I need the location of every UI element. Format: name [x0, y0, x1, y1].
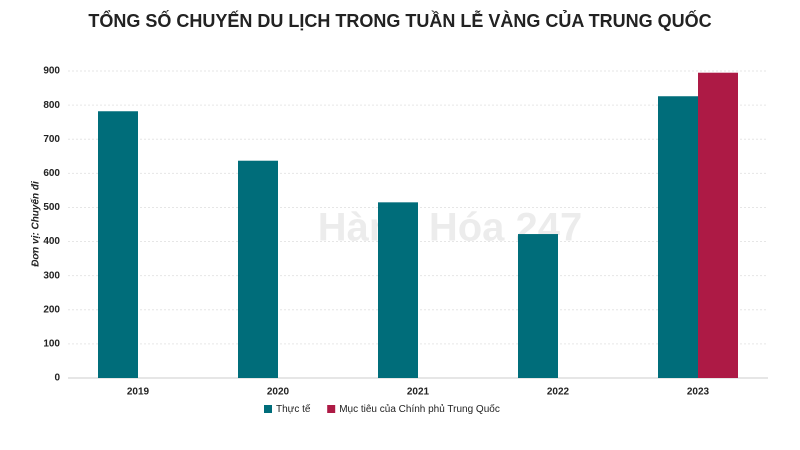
x-tick-label: 2023 [687, 387, 710, 398]
bar [698, 72, 738, 378]
y-axis-label: Đơn vị: Chuyến đi [30, 181, 42, 267]
legend-label: Mục tiêu của Chính phủ Trung Quốc [339, 403, 500, 415]
legend-swatch [264, 405, 272, 413]
bar [518, 234, 558, 378]
x-tick-label: 2019 [127, 387, 150, 398]
x-tick-label: 2022 [547, 387, 570, 398]
bar [658, 96, 698, 379]
legend-label: Thực tế [276, 403, 311, 415]
bar [98, 111, 138, 379]
legend-swatch [327, 405, 336, 413]
bar [238, 160, 278, 378]
bar [378, 202, 418, 378]
x-tick-label: 2021 [407, 387, 430, 398]
y-tick-label: 700 [43, 134, 60, 145]
chart-title: TỔNG SỐ CHUYẾN DU LỊCH TRONG TUẦN LỄ VÀN… [88, 10, 711, 31]
y-tick-label: 500 [43, 202, 60, 213]
y-tick-label: 0 [54, 373, 60, 384]
y-tick-label: 100 [43, 339, 60, 350]
y-tick-label: 800 [43, 100, 60, 111]
x-tick-label: 2020 [267, 387, 290, 398]
y-tick-label: 400 [43, 236, 60, 247]
y-tick-label: 900 [43, 66, 60, 77]
y-tick-label: 300 [43, 270, 60, 281]
y-tick-label: 200 [43, 304, 60, 315]
y-tick-label: 600 [43, 168, 60, 179]
